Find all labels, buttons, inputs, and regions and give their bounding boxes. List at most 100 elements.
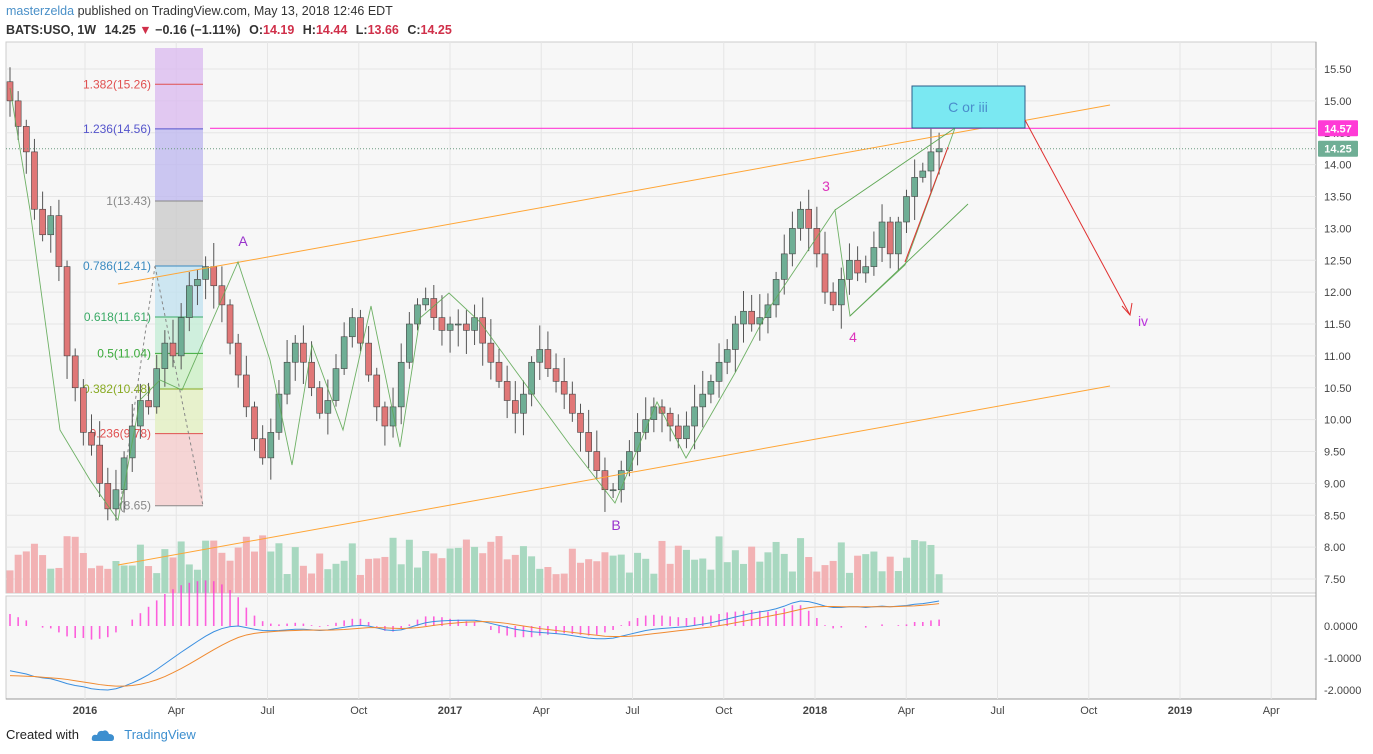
volume-bar [854, 555, 862, 593]
candle-body [234, 342, 242, 376]
volume-bar [935, 574, 943, 593]
tradingview-link[interactable]: TradingView [124, 727, 196, 742]
time-axis-labels[interactable]: 2016 Apr Jul Oct 2017 Apr Jul Oct 2018 Apr Jul Oct 2… [73, 705, 1280, 717]
macd-line [9, 600, 940, 691]
volume-bar [348, 543, 356, 593]
candle-body [780, 253, 788, 280]
price-badge-label: 14.25 [1324, 144, 1352, 156]
candle-body [870, 247, 878, 267]
candle-body [748, 310, 755, 325]
volume-bar [397, 564, 405, 593]
candle-body [6, 81, 14, 102]
volume-bar [487, 541, 495, 593]
candle-body [31, 151, 38, 210]
volume-bar [283, 574, 291, 593]
candle-body [14, 100, 22, 127]
candle-body [243, 374, 250, 408]
volume-bars [6, 535, 943, 593]
volume-bar [299, 565, 307, 593]
volume-bar [756, 561, 764, 593]
volume-bar [6, 570, 14, 593]
volume-bar [308, 573, 316, 593]
price-tick-label: 11.00 [1324, 351, 1351, 363]
volume-bar [805, 557, 813, 593]
high-value: 14.44 [315, 23, 348, 37]
time-tick-label: Apr [533, 705, 550, 717]
candle-body [365, 342, 372, 376]
candle-body [161, 342, 169, 369]
candle-body [275, 393, 283, 433]
price-tick-label: 12.50 [1324, 255, 1352, 267]
volume-bar [723, 562, 731, 593]
volume-bar [682, 549, 690, 593]
fib-band [155, 84, 203, 129]
candle-body [454, 323, 462, 326]
volume-bar [430, 553, 438, 593]
volume-bar [128, 565, 136, 593]
volume-bar [536, 568, 544, 593]
fib-trend-line [119, 265, 156, 506]
volume-bar [577, 562, 584, 593]
elliott-wave-path [9, 87, 956, 522]
candle-body [251, 406, 258, 440]
candle-body [446, 323, 454, 331]
drawings[interactable]: C or iii A B 3 4 iv [6, 85, 1316, 566]
volume-bar [47, 568, 55, 593]
candle-body [340, 336, 348, 369]
candle-body [487, 342, 495, 363]
candle-body [560, 381, 568, 395]
candle-body [381, 406, 389, 427]
price-tick-label: 15.00 [1324, 96, 1352, 108]
candle-body [373, 374, 381, 408]
candle-body [422, 298, 429, 306]
candle-body [22, 126, 30, 153]
candle-body [862, 266, 870, 274]
candle-body [104, 483, 112, 510]
price-tick-label: 9.50 [1324, 447, 1345, 459]
wave-label: 3 [822, 178, 830, 194]
volume-bar [528, 556, 536, 593]
volume-bar [715, 536, 723, 593]
fib-level-label: 0.786(12.41) [83, 259, 151, 273]
author-link[interactable]: masterzelda [6, 4, 75, 18]
volume-bar [218, 552, 226, 593]
time-tick-label: Oct [1080, 705, 1097, 717]
candle-body [479, 317, 487, 344]
volume-bar [748, 546, 756, 593]
open-label: O: [249, 23, 264, 37]
price-tick-label: 12.00 [1324, 287, 1352, 299]
fib-band [155, 265, 203, 317]
price-tick-label: 8.00 [1324, 542, 1345, 554]
last-price: 14.25 [104, 23, 136, 37]
volume-bar [731, 550, 739, 593]
main-pane[interactable] [5, 41, 1317, 594]
candle-body [39, 208, 46, 236]
candle-body [357, 317, 364, 344]
candle-body [658, 406, 666, 414]
candle-body [96, 444, 103, 484]
candle-body [552, 368, 560, 382]
candle-body [715, 361, 723, 382]
candle-body [463, 323, 470, 331]
volume-bar [658, 540, 666, 593]
volume-bar [503, 559, 511, 593]
wave-label: 4 [849, 329, 857, 345]
close-label: C: [407, 23, 421, 37]
volume-bar [650, 573, 658, 593]
volume-bar [79, 552, 87, 593]
volume-bar [422, 550, 430, 593]
macd-pane[interactable] [5, 595, 1317, 700]
volume-bar [845, 572, 853, 593]
candle-body [120, 457, 128, 491]
candle-body [829, 291, 837, 306]
price-axis-labels[interactable]: 7.50 8.00 8.50 9.00 9.50 10.00 10.50 11.00 11.50… [1318, 64, 1361, 697]
candle-body [919, 170, 927, 178]
price-badge [1318, 120, 1358, 137]
candle-body [71, 355, 79, 389]
fibonacci-retracement[interactable]: 1.382(15.26) 1.236(14.56) 1(13.43) 0.786(12… [83, 48, 204, 513]
volume-bar [894, 571, 902, 593]
low-value: 13.66 [367, 23, 399, 37]
time-tick-label: Jul [625, 705, 639, 717]
candle-body [642, 419, 650, 433]
